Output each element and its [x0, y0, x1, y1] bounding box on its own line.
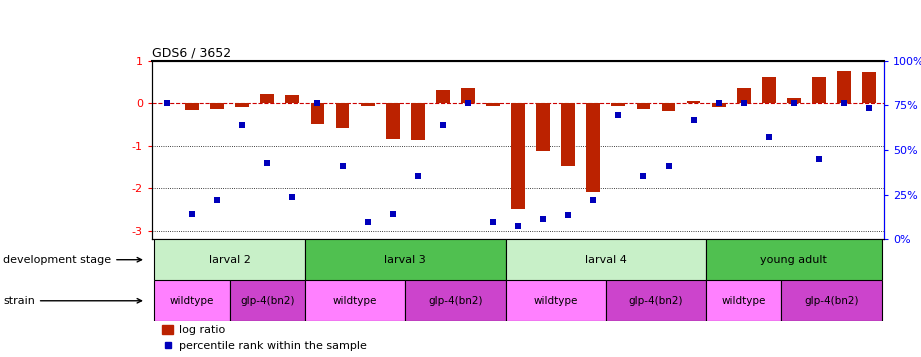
- Point: [787, 100, 801, 106]
- Bar: [155, 280, 229, 321]
- Bar: [661, 103, 675, 111]
- Bar: [587, 103, 600, 192]
- Bar: [261, 94, 274, 103]
- Text: wildtype: wildtype: [169, 296, 215, 306]
- Bar: [506, 280, 606, 321]
- Bar: [310, 103, 324, 125]
- Point: [210, 197, 225, 203]
- Text: glp-4(bn2): glp-4(bn2): [629, 296, 683, 306]
- Text: glp-4(bn2): glp-4(bn2): [240, 296, 295, 306]
- Bar: [506, 239, 706, 280]
- Bar: [737, 88, 751, 103]
- Text: larval 4: larval 4: [585, 255, 627, 265]
- Legend: log ratio, percentile rank within the sample: log ratio, percentile rank within the sa…: [157, 321, 371, 356]
- Point: [436, 122, 450, 128]
- Point: [686, 117, 701, 123]
- Point: [235, 122, 250, 128]
- Bar: [536, 103, 550, 151]
- Text: glp-4(bn2): glp-4(bn2): [804, 296, 858, 306]
- Text: wildtype: wildtype: [332, 296, 378, 306]
- Bar: [405, 280, 506, 321]
- Bar: [687, 101, 701, 103]
- Bar: [787, 98, 800, 103]
- Point: [460, 100, 475, 106]
- Point: [536, 216, 551, 222]
- Bar: [712, 103, 726, 107]
- Bar: [706, 239, 881, 280]
- Text: strain: strain: [3, 296, 142, 306]
- Bar: [812, 77, 826, 103]
- Point: [811, 156, 826, 162]
- Bar: [361, 103, 375, 106]
- Bar: [236, 103, 250, 107]
- Text: larval 2: larval 2: [209, 255, 251, 265]
- Point: [636, 174, 651, 179]
- Text: young adult: young adult: [761, 255, 827, 265]
- Bar: [411, 103, 425, 140]
- Point: [485, 219, 500, 225]
- Bar: [762, 77, 775, 103]
- Point: [335, 163, 350, 169]
- Bar: [612, 103, 625, 106]
- Point: [411, 174, 426, 179]
- Point: [586, 197, 600, 203]
- Point: [836, 100, 851, 106]
- Point: [862, 105, 877, 111]
- Bar: [305, 239, 506, 280]
- Bar: [606, 280, 706, 321]
- Point: [661, 163, 676, 169]
- Point: [310, 100, 325, 106]
- Point: [561, 212, 576, 218]
- Bar: [229, 280, 305, 321]
- Bar: [837, 71, 851, 103]
- Bar: [386, 103, 400, 139]
- Bar: [706, 280, 781, 321]
- Point: [385, 211, 400, 217]
- Point: [260, 160, 274, 166]
- Point: [737, 100, 752, 106]
- Point: [711, 100, 726, 106]
- Bar: [335, 103, 349, 128]
- Bar: [286, 95, 299, 103]
- Bar: [561, 103, 575, 166]
- Text: wildtype: wildtype: [533, 296, 577, 306]
- Text: GDS6 / 3652: GDS6 / 3652: [152, 46, 231, 60]
- Bar: [781, 280, 881, 321]
- Point: [611, 112, 625, 118]
- Bar: [436, 90, 449, 103]
- Text: wildtype: wildtype: [721, 296, 766, 306]
- Text: development stage: development stage: [3, 255, 142, 265]
- Bar: [636, 103, 650, 109]
- Bar: [511, 103, 525, 210]
- Point: [762, 134, 776, 140]
- Point: [510, 223, 525, 228]
- Bar: [486, 103, 500, 106]
- Bar: [305, 280, 405, 321]
- Text: glp-4(bn2): glp-4(bn2): [428, 296, 483, 306]
- Bar: [155, 239, 305, 280]
- Bar: [185, 103, 199, 110]
- Point: [360, 219, 375, 225]
- Bar: [862, 72, 876, 103]
- Text: larval 3: larval 3: [384, 255, 426, 265]
- Bar: [210, 103, 224, 109]
- Bar: [461, 88, 475, 103]
- Point: [159, 100, 174, 106]
- Point: [285, 194, 299, 200]
- Point: [185, 211, 200, 217]
